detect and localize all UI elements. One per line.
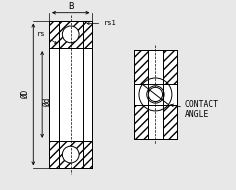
Text: ØD: ØD — [21, 90, 30, 99]
Bar — [59, 141, 83, 168]
Bar — [163, 105, 177, 139]
Bar — [59, 21, 83, 48]
Bar — [134, 50, 177, 139]
Bar — [49, 21, 92, 48]
Bar — [134, 50, 177, 139]
Circle shape — [62, 26, 79, 43]
Bar — [163, 50, 177, 84]
Bar — [134, 105, 148, 139]
Text: rs: rs — [37, 31, 57, 43]
Bar — [134, 50, 148, 84]
Bar — [49, 21, 92, 168]
Text: rs1: rs1 — [87, 21, 117, 26]
Bar — [49, 21, 92, 168]
Bar — [49, 141, 92, 168]
Bar — [49, 48, 92, 141]
Circle shape — [148, 87, 163, 102]
Text: CONTACT: CONTACT — [185, 100, 219, 109]
Text: ANGLE: ANGLE — [185, 110, 209, 119]
Text: Ød: Ød — [43, 98, 52, 107]
Circle shape — [62, 146, 79, 163]
Text: B: B — [68, 2, 73, 11]
